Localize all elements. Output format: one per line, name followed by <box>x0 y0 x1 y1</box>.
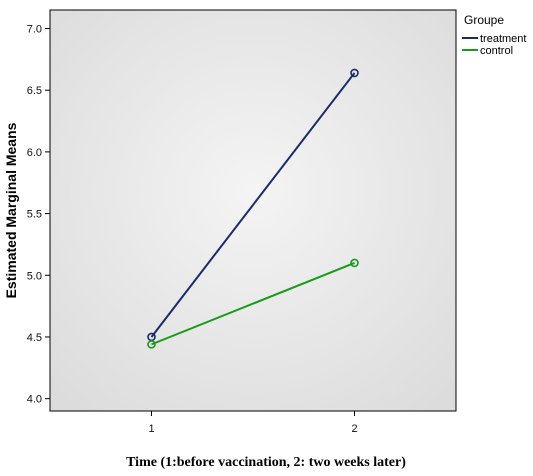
data-point <box>350 68 359 78</box>
y-axis: 4.0 4.5 5.0 5.5 6.0 6.5 7.0 <box>27 24 50 406</box>
y-tick-label: 5.0 <box>27 270 42 282</box>
legend-item-label: treatment <box>480 33 526 45</box>
legend-title: Groupe <box>464 13 504 27</box>
y-tick-label: 5.5 <box>27 209 42 221</box>
data-point <box>147 340 156 349</box>
x-tick-label: 1 <box>148 423 154 435</box>
y-tick-label: 7.0 <box>27 24 42 36</box>
y-tick-label: 6.5 <box>27 85 42 97</box>
series-control <box>147 258 359 349</box>
y-axis-label: Estimated Marginal Means <box>3 122 19 298</box>
series-line <box>151 262 355 346</box>
legend-item-label: control <box>480 45 513 57</box>
data-point <box>350 258 359 268</box>
plot-area <box>49 9 457 412</box>
x-axis-label: Time (1:before vaccination, 2: two weeks… <box>126 455 406 470</box>
y-tick-label: 4.0 <box>27 394 42 406</box>
series-layer <box>147 68 359 349</box>
y-tick-label: 4.5 <box>27 332 42 344</box>
x-tick-label: 2 <box>351 423 357 435</box>
series-line <box>150 72 356 338</box>
y-tick-label: 6.0 <box>27 147 42 159</box>
